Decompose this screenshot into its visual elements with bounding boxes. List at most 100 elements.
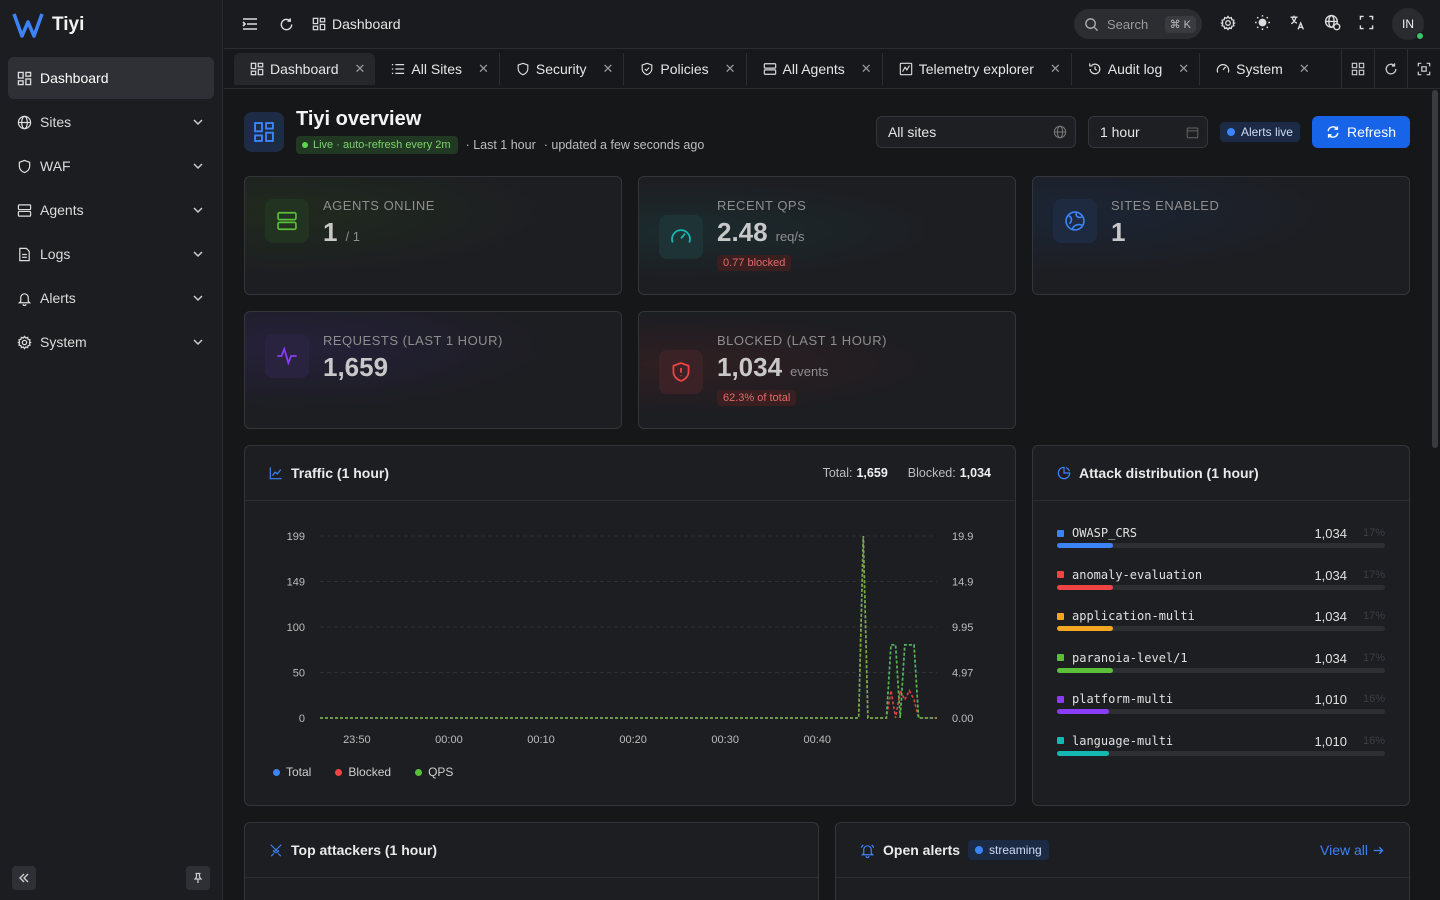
x-tick-label: 00:10	[527, 734, 555, 746]
stat-label: Agents online	[323, 198, 435, 213]
avatar[interactable]: IN	[1392, 8, 1424, 40]
attack-row[interactable]: paranoia-level/1 1,034 17%	[1057, 651, 1385, 693]
sidebar-item-logs[interactable]: Logs	[8, 233, 214, 275]
tab-all-agents[interactable]: All Agents ✕	[747, 52, 883, 85]
stat-unit: / 1	[345, 229, 360, 244]
legend-item-qps[interactable]: QPS	[415, 765, 453, 779]
close-icon[interactable]: ✕	[477, 60, 489, 76]
attackers-panel-header: Top attackers (1 hour)	[245, 823, 818, 878]
attack-row[interactable]: OWASP_CRS 1,034 17%	[1057, 526, 1385, 568]
stat-value: 1,034 events	[717, 352, 828, 383]
reload-icon[interactable]	[276, 14, 296, 34]
site-select[interactable]: All sites	[875, 116, 1076, 148]
attack-bar-fill	[1057, 543, 1113, 548]
blocked-label: Blocked:	[907, 466, 956, 480]
legend-item-blocked[interactable]: Blocked	[335, 765, 391, 779]
sidebar-item-sites[interactable]: Sites	[8, 101, 214, 143]
refresh-button[interactable]: Refresh	[1311, 116, 1410, 148]
close-icon[interactable]: ✕	[724, 60, 736, 76]
stat-blocked: Blocked (last 1 hour) 1,034 events 62.3% …	[638, 311, 1016, 429]
stat-label: Sites enabled	[1111, 198, 1220, 213]
list-icon	[392, 63, 405, 74]
sidebar-item-label: Sites	[40, 114, 72, 130]
tab-grid-view-button[interactable]	[1341, 48, 1374, 89]
stat-number: 1,659	[323, 352, 389, 382]
tab-reload-button[interactable]	[1374, 48, 1407, 89]
tab-all-sites[interactable]: All Sites ✕	[375, 52, 500, 85]
close-icon[interactable]: ✕	[354, 60, 366, 76]
close-icon[interactable]: ✕	[1049, 60, 1061, 76]
close-icon[interactable]: ✕	[1178, 60, 1190, 76]
traffic-chart[interactable]: 199 19.9 149 14.9 100 9.95 50 4.97 0 0.00 23:50 00:…	[245, 518, 1015, 768]
x-tick-label: 00:40	[804, 734, 832, 746]
y-left-tick-label: 0	[299, 713, 305, 725]
sidebar-item-alerts[interactable]: Alerts	[8, 277, 214, 319]
attack-color-swatch	[1057, 737, 1064, 745]
sidebar-item-label: Alerts	[40, 290, 76, 306]
tab-audit-log[interactable]: Audit log ✕	[1072, 52, 1201, 85]
attack-bar-fill	[1057, 584, 1113, 590]
legend-item-total[interactable]: Total	[273, 765, 311, 779]
dashboard-icon	[312, 17, 326, 31]
dashboard-icon	[250, 62, 264, 75]
avatar-initials: IN	[1402, 17, 1414, 31]
attack-row[interactable]: language-multi 1,010 16%	[1057, 734, 1385, 776]
sidebar: Tiyi Dashboard Sites WAF Agents Logs	[0, 0, 223, 900]
collapse-sidebar-button[interactable]	[12, 866, 36, 890]
attack-row[interactable]: anomaly-evaluation 1,034 17%	[1057, 568, 1385, 610]
panel-title: Open alerts	[883, 842, 961, 858]
sidebar-item-agents[interactable]: Agents	[8, 189, 214, 231]
sidebar-item-dashboard[interactable]: Dashboard	[8, 57, 214, 99]
tab-policies[interactable]: Policies ✕	[624, 52, 747, 85]
theme-toggle-icon[interactable]	[1254, 14, 1271, 34]
server-icon	[16, 202, 32, 218]
close-icon[interactable]: ✕	[860, 60, 872, 76]
tab-security[interactable]: Security ✕	[500, 52, 625, 85]
bell-ringing-icon	[860, 843, 875, 858]
time-range-select[interactable]: 1 hour	[1087, 116, 1208, 148]
close-icon[interactable]: ✕	[1298, 60, 1310, 76]
menu-toggle-icon[interactable]	[240, 14, 260, 34]
chevrons-left-icon	[19, 873, 29, 883]
tab-label: All Agents	[782, 60, 845, 77]
attack-row[interactable]: platform-multi 1,010 16%	[1057, 692, 1385, 734]
pin-sidebar-button[interactable]	[186, 866, 210, 890]
fullscreen-icon[interactable]	[1359, 15, 1374, 33]
server-icon	[265, 199, 309, 243]
search-button[interactable]: Search ⌘ K	[1074, 9, 1202, 39]
attack-bar	[1057, 626, 1385, 632]
tab-telemetry-explorer[interactable]: Telemetry explorer ✕	[883, 52, 1072, 85]
sidebar-footer	[12, 866, 210, 890]
tab-dashboard[interactable]: Dashboard ✕	[234, 52, 376, 85]
attack-value: 1,034	[1314, 567, 1347, 583]
view-all-link[interactable]: View all	[1320, 842, 1385, 858]
x-tick-label: 00:30	[711, 734, 739, 746]
stat-recent-qps: Recent QPS 2.48 req/s 0.77 blocked	[638, 176, 1016, 295]
page-scrollbar[interactable]	[1432, 90, 1438, 448]
chevron-down-icon	[193, 251, 203, 258]
tab-system[interactable]: System ✕	[1200, 53, 1320, 85]
sidebar-item-system[interactable]: System	[8, 321, 214, 363]
traffic-total: Total: 1,659	[823, 466, 888, 480]
stat-sites-enabled: Sites enabled 1	[1032, 176, 1410, 295]
x-tick-label: 00:20	[619, 734, 647, 746]
attack-value: 1,010	[1314, 733, 1347, 749]
attack-percent: 17%	[1362, 527, 1385, 539]
app-logo[interactable]: Tiyi	[0, 0, 222, 49]
sidebar-item-waf[interactable]: WAF	[8, 145, 214, 187]
close-icon[interactable]: ✕	[602, 60, 614, 76]
attack-color-swatch	[1057, 695, 1064, 703]
panel-title: Traffic (1 hour)	[291, 465, 390, 481]
attack-bar-fill	[1057, 750, 1110, 756]
page-title: Tiyi overview	[296, 108, 422, 130]
attack-row[interactable]: application-multi 1,034 17%	[1057, 609, 1385, 651]
legend-label: Blocked	[348, 765, 392, 779]
top-attackers-panel: Top attackers (1 hour)	[244, 822, 819, 900]
language-globe-icon[interactable]	[1324, 14, 1341, 34]
attack-bar	[1057, 543, 1385, 548]
translate-icon[interactable]	[1289, 14, 1306, 34]
attack-percent: 17%	[1362, 610, 1385, 623]
settings-icon[interactable]	[1220, 14, 1236, 34]
tab-maximize-button[interactable]	[1407, 48, 1440, 89]
sidebar-item-label: WAF	[40, 158, 71, 174]
